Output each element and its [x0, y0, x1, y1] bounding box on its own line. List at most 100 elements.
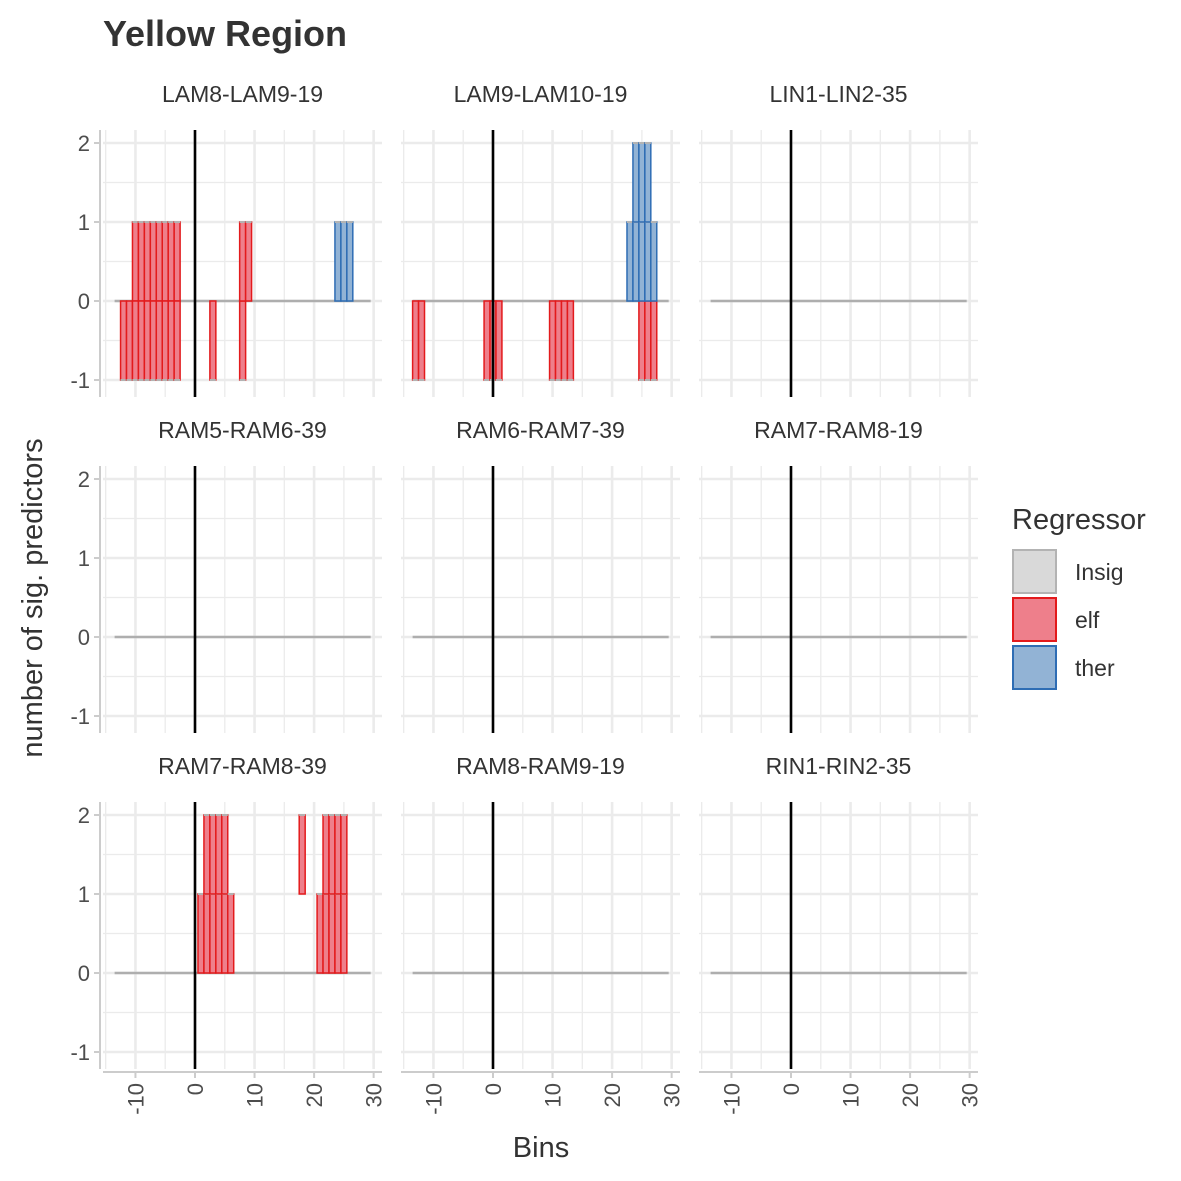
- ther-bar: [334, 221, 342, 302]
- facet-panel: LAM8-LAM9-19 -1 0 1 2: [70, 81, 382, 397]
- elf-bar: [125, 300, 134, 381]
- ther-bar: [632, 221, 640, 302]
- y-tick-label: 0: [78, 961, 90, 986]
- elf-bar: [495, 300, 503, 381]
- elf-bar: [119, 300, 128, 381]
- facet-panel: RAM7-RAM8-19: [699, 417, 978, 733]
- x-tick-label: -10: [421, 1083, 446, 1115]
- elf-bar: [560, 300, 569, 381]
- elf-bar: [155, 300, 163, 381]
- x-tick-label: 10: [839, 1083, 864, 1107]
- y-tick-label: -1: [70, 1040, 90, 1065]
- elf-bar: [137, 221, 146, 302]
- legend-label: ther: [1075, 655, 1115, 681]
- x-tick-label: 30: [660, 1083, 685, 1107]
- x-tick-label: 30: [362, 1083, 387, 1107]
- y-axis-title: number of sig. predictors: [17, 438, 49, 757]
- y-tick-label: 1: [78, 882, 90, 907]
- elf-bar: [131, 221, 140, 302]
- y-tick-label: 1: [78, 546, 90, 571]
- elf-bar: [203, 814, 211, 895]
- ther-bar: [650, 221, 658, 302]
- y-tick-label: -1: [70, 704, 90, 729]
- legend: Regressor Insig elf ther: [1012, 504, 1146, 690]
- elf-bar: [638, 300, 646, 381]
- elf-bar: [334, 814, 342, 895]
- elf-bar: [322, 893, 330, 974]
- elf-bar: [316, 893, 324, 974]
- elf-bar: [417, 300, 426, 381]
- ther-bar: [644, 221, 652, 302]
- facet-strip-label: LAM8-LAM9-19: [162, 81, 323, 107]
- legend-label: Insig: [1075, 559, 1124, 585]
- elf-bar: [650, 300, 658, 381]
- legend-key-ther: [1012, 645, 1057, 690]
- elf-bar: [340, 893, 348, 974]
- elf-bar: [143, 300, 152, 381]
- facet-panel: RIN1-RIN2-35 -10 0 10 20 30: [699, 753, 983, 1115]
- elf-bar: [244, 221, 253, 302]
- facet-strip-label: RAM5-RAM6-39: [158, 417, 327, 443]
- facet-panel: RAM6-RAM7-39: [401, 417, 680, 733]
- elf-bar: [143, 221, 152, 302]
- elf-bar: [221, 814, 229, 895]
- x-tick-label: 30: [958, 1083, 983, 1107]
- x-tick-label: -10: [123, 1083, 148, 1115]
- elf-bar: [483, 300, 491, 381]
- elf-bar: [161, 300, 169, 381]
- elf-bar: [149, 221, 158, 302]
- elf-bar: [334, 893, 342, 974]
- facet-panel: LIN1-LIN2-35: [699, 81, 978, 397]
- elf-bar: [215, 814, 223, 895]
- x-tick-label: 20: [898, 1083, 923, 1107]
- ther-bar: [638, 142, 646, 223]
- x-tick-label: 0: [183, 1083, 208, 1095]
- facet-strip-label: LAM9-LAM10-19: [454, 81, 628, 107]
- facet-strip-label: LIN1-LIN2-35: [769, 81, 907, 107]
- legend-label: elf: [1075, 607, 1100, 633]
- facet-panel: RAM8-RAM9-19 -10 0 10 20 30: [401, 753, 685, 1115]
- y-tick-label: 2: [78, 131, 90, 156]
- ther-bar: [626, 221, 634, 302]
- x-tick-label: 20: [600, 1083, 625, 1107]
- elf-bar: [137, 300, 146, 381]
- y-tick-label: 2: [78, 803, 90, 828]
- legend-key-insig: [1012, 549, 1057, 594]
- x-tick-label: -10: [719, 1083, 744, 1115]
- x-tick-label: 0: [779, 1083, 804, 1095]
- ther-bar: [632, 142, 640, 223]
- chart-title: Yellow Region: [103, 13, 347, 54]
- elf-bar: [167, 221, 175, 302]
- x-tick-label: 10: [243, 1083, 268, 1107]
- elf-bar: [215, 893, 223, 974]
- elf-bar: [411, 300, 420, 381]
- elf-bar: [238, 221, 247, 302]
- elf-bar: [328, 814, 336, 895]
- elf-bar: [197, 893, 205, 974]
- legend-title: Regressor: [1012, 504, 1146, 536]
- elf-bar: [173, 221, 181, 302]
- ther-bar: [346, 221, 354, 302]
- facet-strip-label: RIN1-RIN2-35: [766, 753, 912, 779]
- elf-bar: [554, 300, 563, 381]
- y-tick-label: 2: [78, 467, 90, 492]
- x-tick-label: 20: [302, 1083, 327, 1107]
- facet-panel: RAM5-RAM6-39 -1 0 1 2: [70, 417, 382, 733]
- elf-bar: [167, 300, 175, 381]
- elf-bar: [203, 893, 211, 974]
- elf-bar: [238, 300, 247, 381]
- y-tick-label: -1: [70, 368, 90, 393]
- x-tick-label: 10: [541, 1083, 566, 1107]
- elf-bar: [340, 814, 348, 895]
- elf-bar: [155, 221, 163, 302]
- elf-bar: [548, 300, 557, 381]
- ther-bar: [638, 221, 646, 302]
- x-axis-title: Bins: [513, 1132, 569, 1164]
- elf-bar: [298, 814, 306, 895]
- elf-bar: [644, 300, 652, 381]
- elf-bar: [566, 300, 575, 381]
- y-tick-label: 0: [78, 625, 90, 650]
